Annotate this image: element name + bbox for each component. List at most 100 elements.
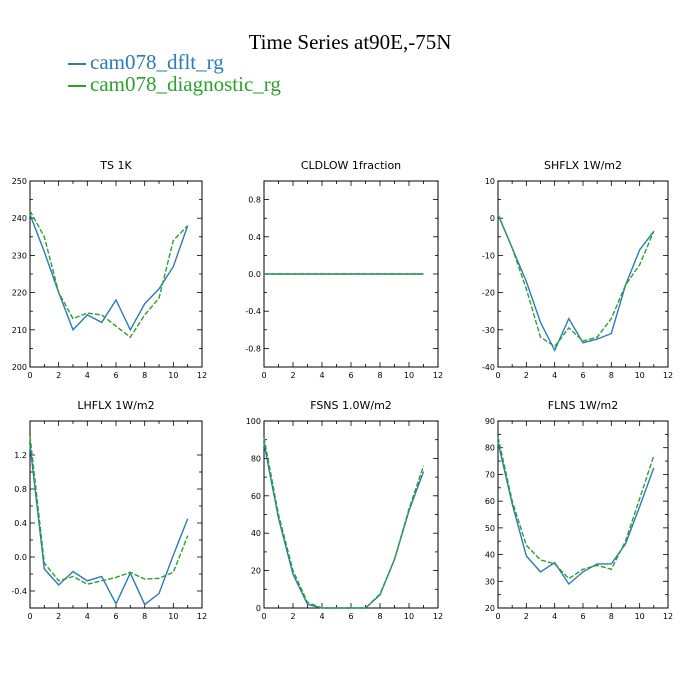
x-tick-label-1: 10 (404, 371, 414, 380)
y-tick-label-0: 240 (12, 214, 27, 223)
x-tick-label-2: 0 (495, 371, 500, 380)
series-line-3-1 (29, 436, 189, 585)
plot-title-0: TS 1K (99, 159, 132, 172)
x-tick-label-5: 4 (552, 612, 557, 621)
y-tick-label-3: 1.2 (14, 451, 27, 460)
plot-title-3: LHFLX 1W/m2 (77, 399, 154, 412)
x-tick-label-2: 2 (524, 371, 529, 380)
x-tick-label-3: 2 (56, 612, 61, 621)
x-tick-label-4: 10 (404, 612, 414, 621)
plot-title-2: SHFLX 1W/m2 (544, 159, 622, 172)
x-tick-label-2: 10 (635, 371, 645, 380)
x-tick-label-2: 4 (552, 371, 557, 380)
y-tick-label-2: 0 (490, 214, 495, 223)
plot-frame-5 (497, 420, 669, 609)
x-tick-label-3: 10 (168, 612, 178, 621)
series-line-3-0 (29, 444, 189, 606)
x-tick-label-1: 12 (433, 371, 443, 380)
x-tick-label-5: 8 (609, 612, 614, 621)
y-tick-label-5: 70 (485, 470, 495, 479)
y-tick-label-0: 230 (12, 251, 27, 260)
series-line-5-1 (497, 436, 655, 580)
y-tick-label-4: 0 (256, 604, 261, 613)
y-tick-label-5: 20 (485, 604, 495, 613)
series-line-2-0 (497, 214, 655, 352)
plot-frame-0 (29, 180, 203, 368)
plot-title-5: FLNS 1W/m2 (548, 399, 618, 412)
series-line-5-0 (497, 442, 655, 586)
x-tick-label-3: 6 (113, 612, 118, 621)
plot-frame-3 (29, 420, 203, 609)
series-line-0-1 (29, 210, 189, 339)
x-tick-label-2: 8 (609, 371, 614, 380)
x-tick-label-4: 2 (290, 612, 295, 621)
y-tick-label-2: -20 (482, 289, 495, 298)
x-tick-label-5: 0 (495, 612, 500, 621)
x-tick-label-2: 6 (580, 371, 585, 380)
y-tick-label-0: 220 (12, 289, 27, 298)
series-line-4-0 (263, 443, 425, 609)
x-tick-label-4: 4 (319, 612, 324, 621)
y-tick-label-1: 0.0 (248, 270, 261, 279)
legend-entry-diagnostic: cam078_diagnostic_rg (68, 72, 281, 97)
x-tick-label-4: 6 (348, 612, 353, 621)
y-tick-label-0: 200 (12, 363, 27, 372)
y-tick-label-1: 0.8 (248, 196, 261, 205)
legend-entry-dflt: cam078_dflt_rg (68, 50, 224, 75)
y-tick-label-2: -40 (482, 363, 495, 372)
y-tick-label-3: -0.4 (11, 587, 27, 596)
y-tick-label-5: 60 (485, 497, 495, 506)
page-title: Time Series at90E,-75N (248, 30, 452, 54)
x-tick-label-0: 4 (85, 371, 90, 380)
y-tick-label-3: 0.4 (14, 519, 27, 528)
y-tick-label-1: -0.4 (245, 307, 261, 316)
x-tick-label-3: 8 (142, 612, 147, 621)
x-tick-label-3: 0 (27, 612, 32, 621)
y-tick-label-3: 0.8 (14, 485, 27, 494)
y-tick-label-2: -30 (482, 326, 495, 335)
plot-title-1: CLDLOW 1fraction (301, 159, 401, 172)
x-tick-label-1: 0 (261, 371, 266, 380)
y-tick-label-4: 20 (251, 567, 261, 576)
x-tick-label-1: 6 (348, 371, 353, 380)
y-tick-label-2: 10 (485, 177, 495, 186)
plot-title-4: FSNS 1.0W/m2 (310, 399, 392, 412)
y-tick-label-0: 210 (12, 326, 27, 335)
x-tick-label-3: 4 (85, 612, 90, 621)
plot-frame-4 (263, 420, 439, 609)
x-tick-label-0: 6 (113, 371, 118, 380)
x-tick-label-0: 8 (142, 371, 147, 380)
y-tick-label-5: 50 (485, 524, 495, 533)
legend-label-diagnostic: cam078_diagnostic_rg (90, 72, 281, 96)
y-tick-label-1: 0.4 (248, 233, 261, 242)
y-tick-label-0: 250 (12, 177, 27, 186)
x-tick-label-3: 12 (197, 612, 207, 621)
y-tick-label-2: -10 (482, 251, 495, 260)
x-tick-label-2: 12 (663, 371, 673, 380)
y-tick-label-4: 80 (251, 454, 261, 463)
x-tick-label-4: 12 (433, 612, 443, 621)
x-tick-label-0: 10 (168, 371, 178, 380)
x-tick-label-1: 2 (290, 371, 295, 380)
y-tick-label-5: 90 (485, 417, 495, 426)
legend-label-dflt: cam078_dflt_rg (90, 50, 224, 74)
y-tick-label-5: 40 (485, 551, 495, 560)
y-tick-label-1: -0.8 (245, 344, 261, 353)
series-line-2-1 (497, 214, 655, 348)
y-tick-label-4: 100 (246, 417, 261, 426)
y-tick-label-4: 40 (251, 529, 261, 538)
x-tick-label-0: 0 (27, 371, 32, 380)
series-line-4-1 (263, 437, 425, 609)
x-tick-label-5: 10 (635, 612, 645, 621)
x-tick-label-4: 8 (377, 612, 382, 621)
x-tick-label-1: 4 (319, 371, 324, 380)
x-tick-label-4: 0 (261, 612, 266, 621)
x-tick-label-0: 12 (197, 371, 207, 380)
y-tick-label-5: 80 (485, 444, 495, 453)
y-tick-label-4: 60 (251, 492, 261, 501)
legend-line-dflt (68, 63, 86, 66)
x-tick-label-5: 12 (663, 612, 673, 621)
x-tick-label-1: 8 (377, 371, 382, 380)
